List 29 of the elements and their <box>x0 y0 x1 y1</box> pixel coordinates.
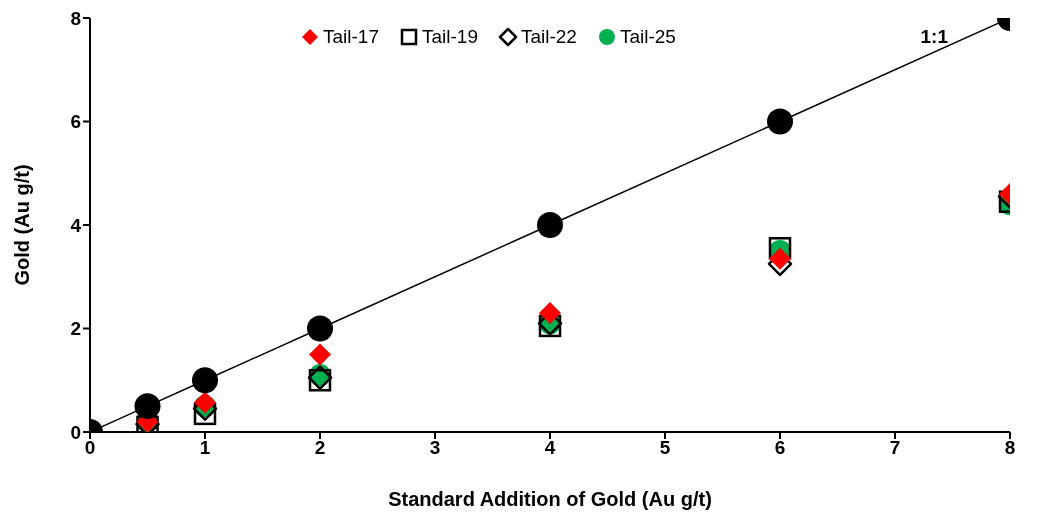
point <box>537 212 563 238</box>
x-axis-title: Standard Addition of Gold (Au g/t) <box>388 488 712 510</box>
point <box>767 108 793 135</box>
point <box>134 393 161 420</box>
legend-label: Tail-19 <box>421 26 478 48</box>
y-tick-label: 0 <box>70 421 81 443</box>
x-tick-label: 7 <box>889 437 901 459</box>
y-tick-label: 4 <box>70 214 82 236</box>
x-tick-label: 1 <box>199 437 211 459</box>
legend-label: Tail-22 <box>520 26 577 48</box>
x-tick-label: 2 <box>314 437 326 459</box>
point <box>769 247 791 270</box>
x-tick-label: 0 <box>84 437 96 459</box>
point <box>309 343 331 366</box>
point <box>539 301 561 324</box>
x-tick-label: 8 <box>1004 437 1016 459</box>
x-tick-label: 4 <box>544 437 556 459</box>
y-tick-label: 8 <box>70 7 81 29</box>
x-tick-label: 5 <box>659 437 671 459</box>
x-tick-label: 6 <box>774 437 786 459</box>
point <box>192 367 218 394</box>
y-axis-title: Gold (Au g/t) <box>11 164 34 286</box>
y-tick-label: 6 <box>70 111 81 133</box>
x-tick-label: 3 <box>429 437 441 459</box>
series-label: 1:1 <box>920 26 949 48</box>
point <box>307 315 333 342</box>
legend-label: Tail-17 <box>323 26 379 48</box>
legend-label: Tail-25 <box>619 26 676 48</box>
y-tick-label: 2 <box>70 318 81 340</box>
